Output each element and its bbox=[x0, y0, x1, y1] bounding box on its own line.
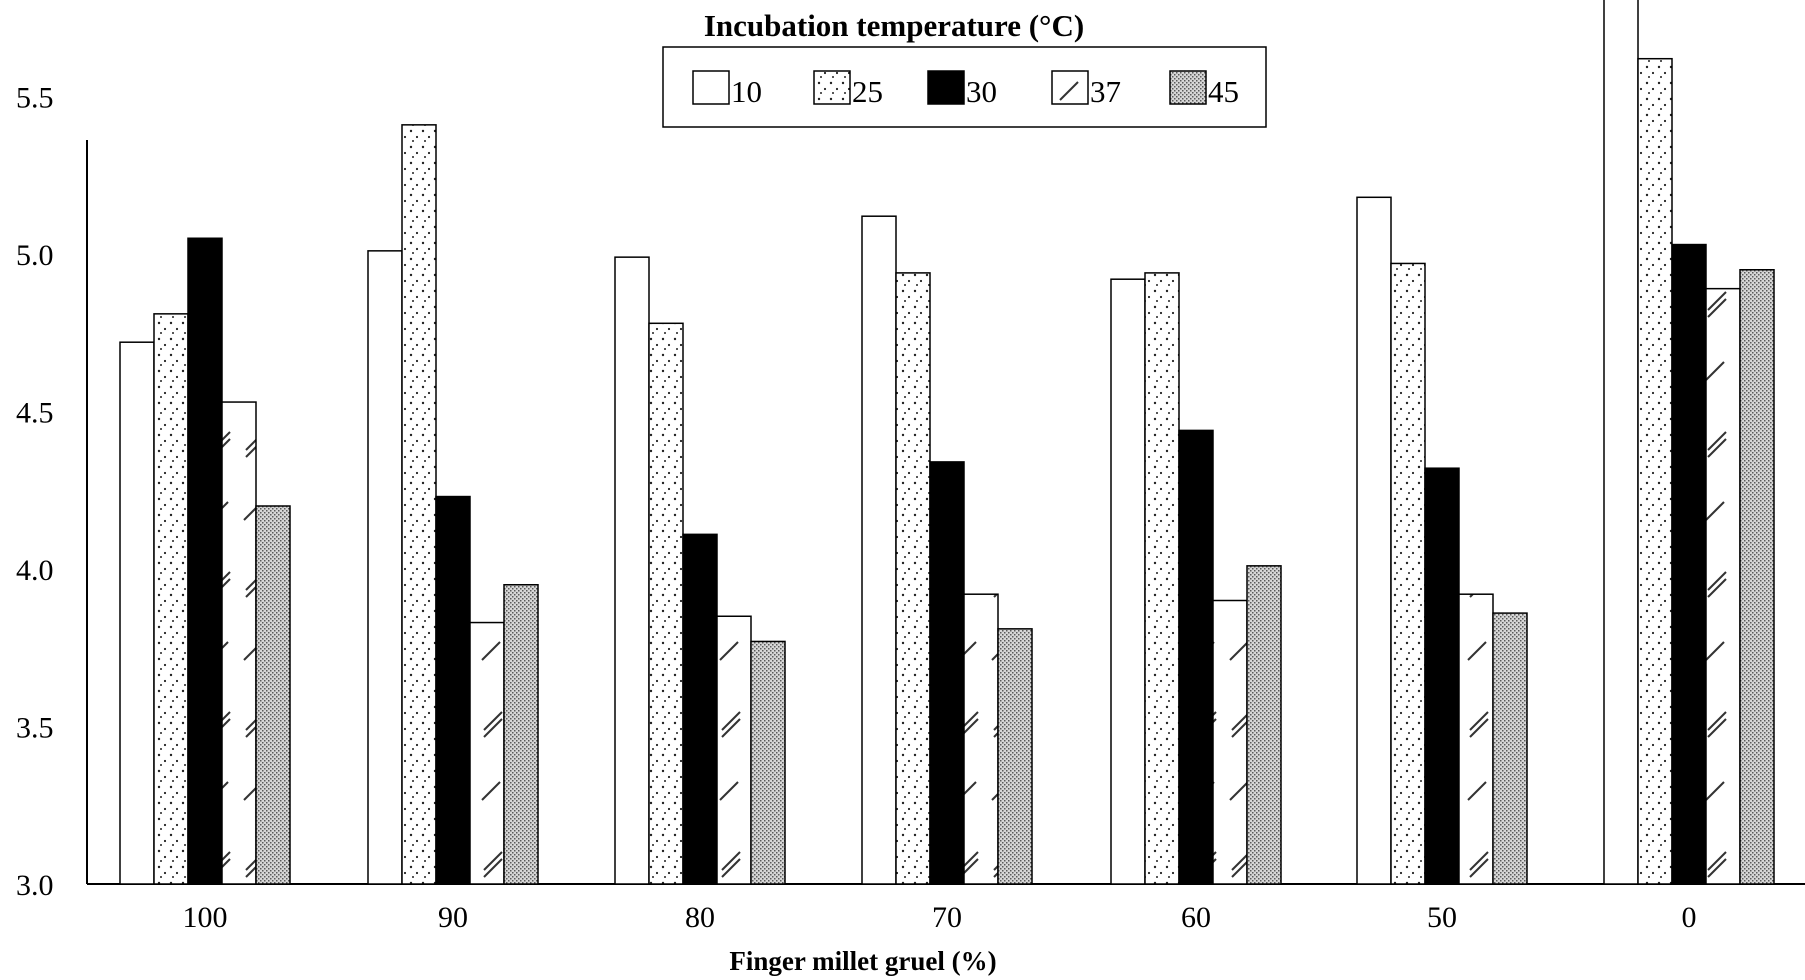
bar-70-10 bbox=[861, 215, 897, 885]
bars bbox=[119, 0, 1775, 885]
bar-60-25 bbox=[1144, 272, 1180, 885]
bar-60-37 bbox=[1212, 599, 1248, 885]
bar-70-25 bbox=[895, 272, 931, 885]
bar-80-10 bbox=[614, 256, 650, 885]
bar-60-45 bbox=[1246, 565, 1282, 885]
bar-60-30 bbox=[1178, 429, 1214, 885]
legend-swatch-30 bbox=[927, 70, 965, 105]
y-tick-label: 5.5 bbox=[16, 82, 54, 115]
x-tick-label: 70 bbox=[932, 901, 962, 934]
x-tick-labels: 100 90 80 70 60 50 0 bbox=[183, 901, 1697, 934]
bar-100-25 bbox=[153, 313, 189, 885]
x-tick-label: 60 bbox=[1181, 901, 1211, 934]
x-tick-label: 90 bbox=[438, 901, 468, 934]
bar-100-37 bbox=[221, 401, 257, 885]
legend-label-37: 37 bbox=[1090, 74, 1121, 109]
x-tick-label: 0 bbox=[1682, 901, 1697, 934]
bar-90-37 bbox=[469, 621, 505, 885]
bar-50-45 bbox=[1492, 612, 1528, 885]
bar-0-37 bbox=[1705, 287, 1741, 885]
legend-label-25: 25 bbox=[852, 74, 883, 109]
bar-50-37 bbox=[1458, 593, 1494, 885]
bar-90-45 bbox=[503, 584, 539, 885]
legend-swatch-10 bbox=[692, 70, 730, 105]
bar-60-10 bbox=[1110, 278, 1146, 885]
y-tick-labels: 3.03.54.04.55.05.56.06.57.0 bbox=[16, 82, 54, 903]
y-tick-label: 4.0 bbox=[16, 554, 54, 587]
bar-0-25 bbox=[1637, 57, 1673, 885]
y-tick-label: 3.0 bbox=[16, 869, 54, 902]
y-tick-label: 5.0 bbox=[16, 239, 54, 272]
bar-80-30 bbox=[682, 533, 718, 885]
bar-0-30 bbox=[1671, 243, 1707, 885]
y-tick-label: 4.5 bbox=[16, 397, 54, 430]
x-tick-label: 50 bbox=[1427, 901, 1457, 934]
bar-50-30 bbox=[1424, 467, 1460, 885]
bar-80-37 bbox=[716, 615, 752, 885]
bar-90-30 bbox=[435, 495, 471, 885]
bar-100-30 bbox=[187, 237, 223, 885]
bar-90-10 bbox=[367, 250, 403, 885]
legend-title: Incubation temperature (°C) bbox=[704, 8, 1084, 43]
x-axis-label: Finger millet gruel (%) bbox=[729, 946, 996, 976]
bar-90-25 bbox=[401, 124, 437, 885]
bar-50-25 bbox=[1390, 262, 1426, 885]
bar-70-30 bbox=[929, 461, 965, 885]
legend: 10 25 30 37 45 bbox=[692, 70, 1239, 109]
bar-80-25 bbox=[648, 322, 684, 885]
x-tick-label: 80 bbox=[685, 901, 715, 934]
bar-100-45 bbox=[255, 505, 291, 885]
bar-80-45 bbox=[750, 640, 786, 885]
legend-label-45: 45 bbox=[1208, 74, 1239, 109]
bar-70-45 bbox=[997, 628, 1033, 885]
legend-swatch-25 bbox=[813, 70, 851, 105]
legend-label-30: 30 bbox=[966, 74, 997, 109]
bar-0-45 bbox=[1739, 269, 1775, 885]
bar-0-10 bbox=[1603, 0, 1639, 885]
legend-swatch-37 bbox=[1051, 70, 1089, 105]
legend-label-10: 10 bbox=[731, 74, 762, 109]
bar-100-10 bbox=[119, 341, 155, 885]
legend-swatch-45 bbox=[1169, 70, 1207, 105]
bar-70-37 bbox=[963, 593, 999, 885]
bar-50-10 bbox=[1356, 196, 1392, 885]
x-tick-label: 100 bbox=[183, 901, 228, 934]
y-tick-label: 3.5 bbox=[16, 712, 54, 745]
